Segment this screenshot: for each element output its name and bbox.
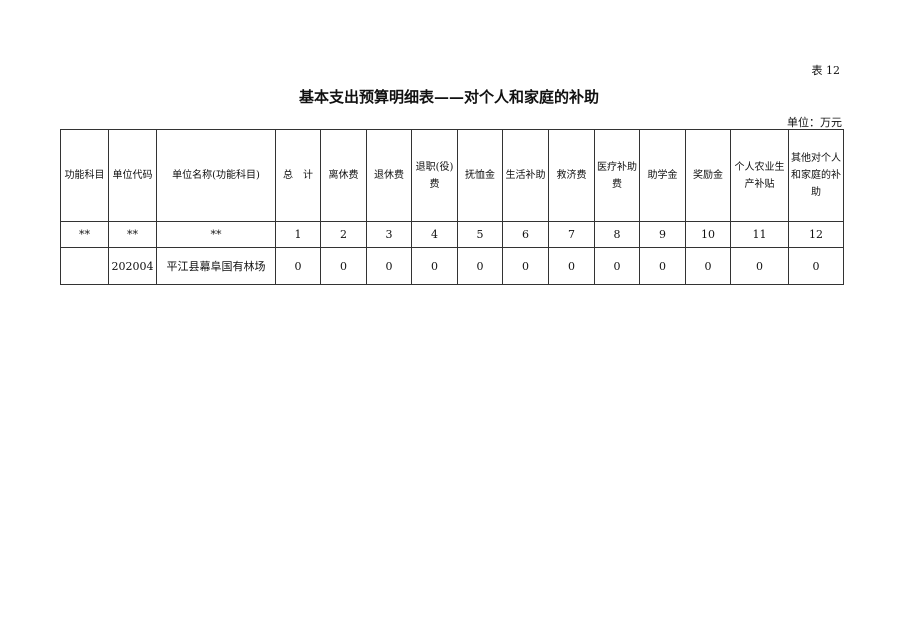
header-row-cell: 单位代码	[108, 129, 157, 222]
header-row-cell: 单位名称(功能科目)	[156, 129, 276, 222]
table-row-cell: 0	[275, 247, 321, 285]
index-row-cell: **	[156, 221, 276, 248]
index-row-cell: 9	[639, 221, 686, 248]
table-row-cell: 0	[548, 247, 595, 285]
index-row: ** ** ** 1 2 3 4 5 6 7 8 9 10 11 12	[60, 221, 844, 248]
budget-table: 功能科目 单位代码 单位名称(功能科目) 总 计离休费 退休费 退职(役)费 抚恤金 生活补助…	[60, 129, 844, 285]
page-title: 基本支出预算明细表——对个人和家庭的补助	[298, 88, 599, 106]
table-number: 表 12	[811, 64, 841, 77]
header-row-cell: 抚恤金	[457, 129, 503, 222]
table-row-cell: 0	[788, 247, 844, 285]
unit-label: 单位：万元	[787, 116, 842, 129]
table-row-cell	[60, 247, 109, 285]
index-row-cell: 5	[457, 221, 503, 248]
index-row-cell: 4	[411, 221, 458, 248]
table-row-cell: 202004	[108, 247, 157, 285]
header-row-cell: 退休费	[366, 129, 412, 222]
index-row-cell: **	[60, 221, 109, 248]
table-row-cell: 0	[457, 247, 503, 285]
table-row-cell: 0	[502, 247, 549, 285]
header-row-cell: 救济费	[548, 129, 595, 222]
table-row-cell: 0	[320, 247, 367, 285]
header-row-cell: 退职(役)费	[411, 129, 458, 222]
index-row-cell: 6	[502, 221, 549, 248]
index-row-cell: 1	[275, 221, 321, 248]
table-row-cell: 0	[594, 247, 640, 285]
table-row-cell: 0	[411, 247, 458, 285]
header-row-cell: 个人农业生产补贴	[730, 129, 789, 222]
index-row-cell: 2	[320, 221, 367, 248]
index-row-cell: 12	[788, 221, 844, 248]
index-row-cell: 8	[594, 221, 640, 248]
table-row-cell: 0	[730, 247, 789, 285]
table-row: 202004 平江县幕阜国有林场 0 0 0 0 0 0 0 0 0 0 0 0	[60, 247, 844, 285]
index-row-cell: 10	[685, 221, 731, 248]
index-row-cell: **	[108, 221, 157, 248]
header-row-cell: 功能科目	[60, 129, 109, 222]
table-row-cell: 0	[366, 247, 412, 285]
table-row-cell: 平江县幕阜国有林场	[156, 247, 276, 285]
index-row-cell: 7	[548, 221, 595, 248]
header-row: 功能科目 单位代码 单位名称(功能科目) 总 计离休费 退休费 退职(役)费 抚恤金 生活补助…	[60, 129, 844, 222]
header-row-cell: 奖励金	[685, 129, 731, 222]
header-row-cell: 助学金	[639, 129, 686, 222]
header-row-cell: 总 计	[275, 129, 321, 222]
header-row-cell: 离休费	[320, 129, 367, 222]
header-row-cell: 医疗补助费	[594, 129, 640, 222]
header-row-cell: 生活补助	[502, 129, 549, 222]
index-row-cell: 3	[366, 221, 412, 248]
table-row-cell: 0	[685, 247, 731, 285]
index-row-cell: 11	[730, 221, 789, 248]
table-row-cell: 0	[639, 247, 686, 285]
header-row-cell: 其他对个人和家庭的补助	[788, 129, 844, 222]
